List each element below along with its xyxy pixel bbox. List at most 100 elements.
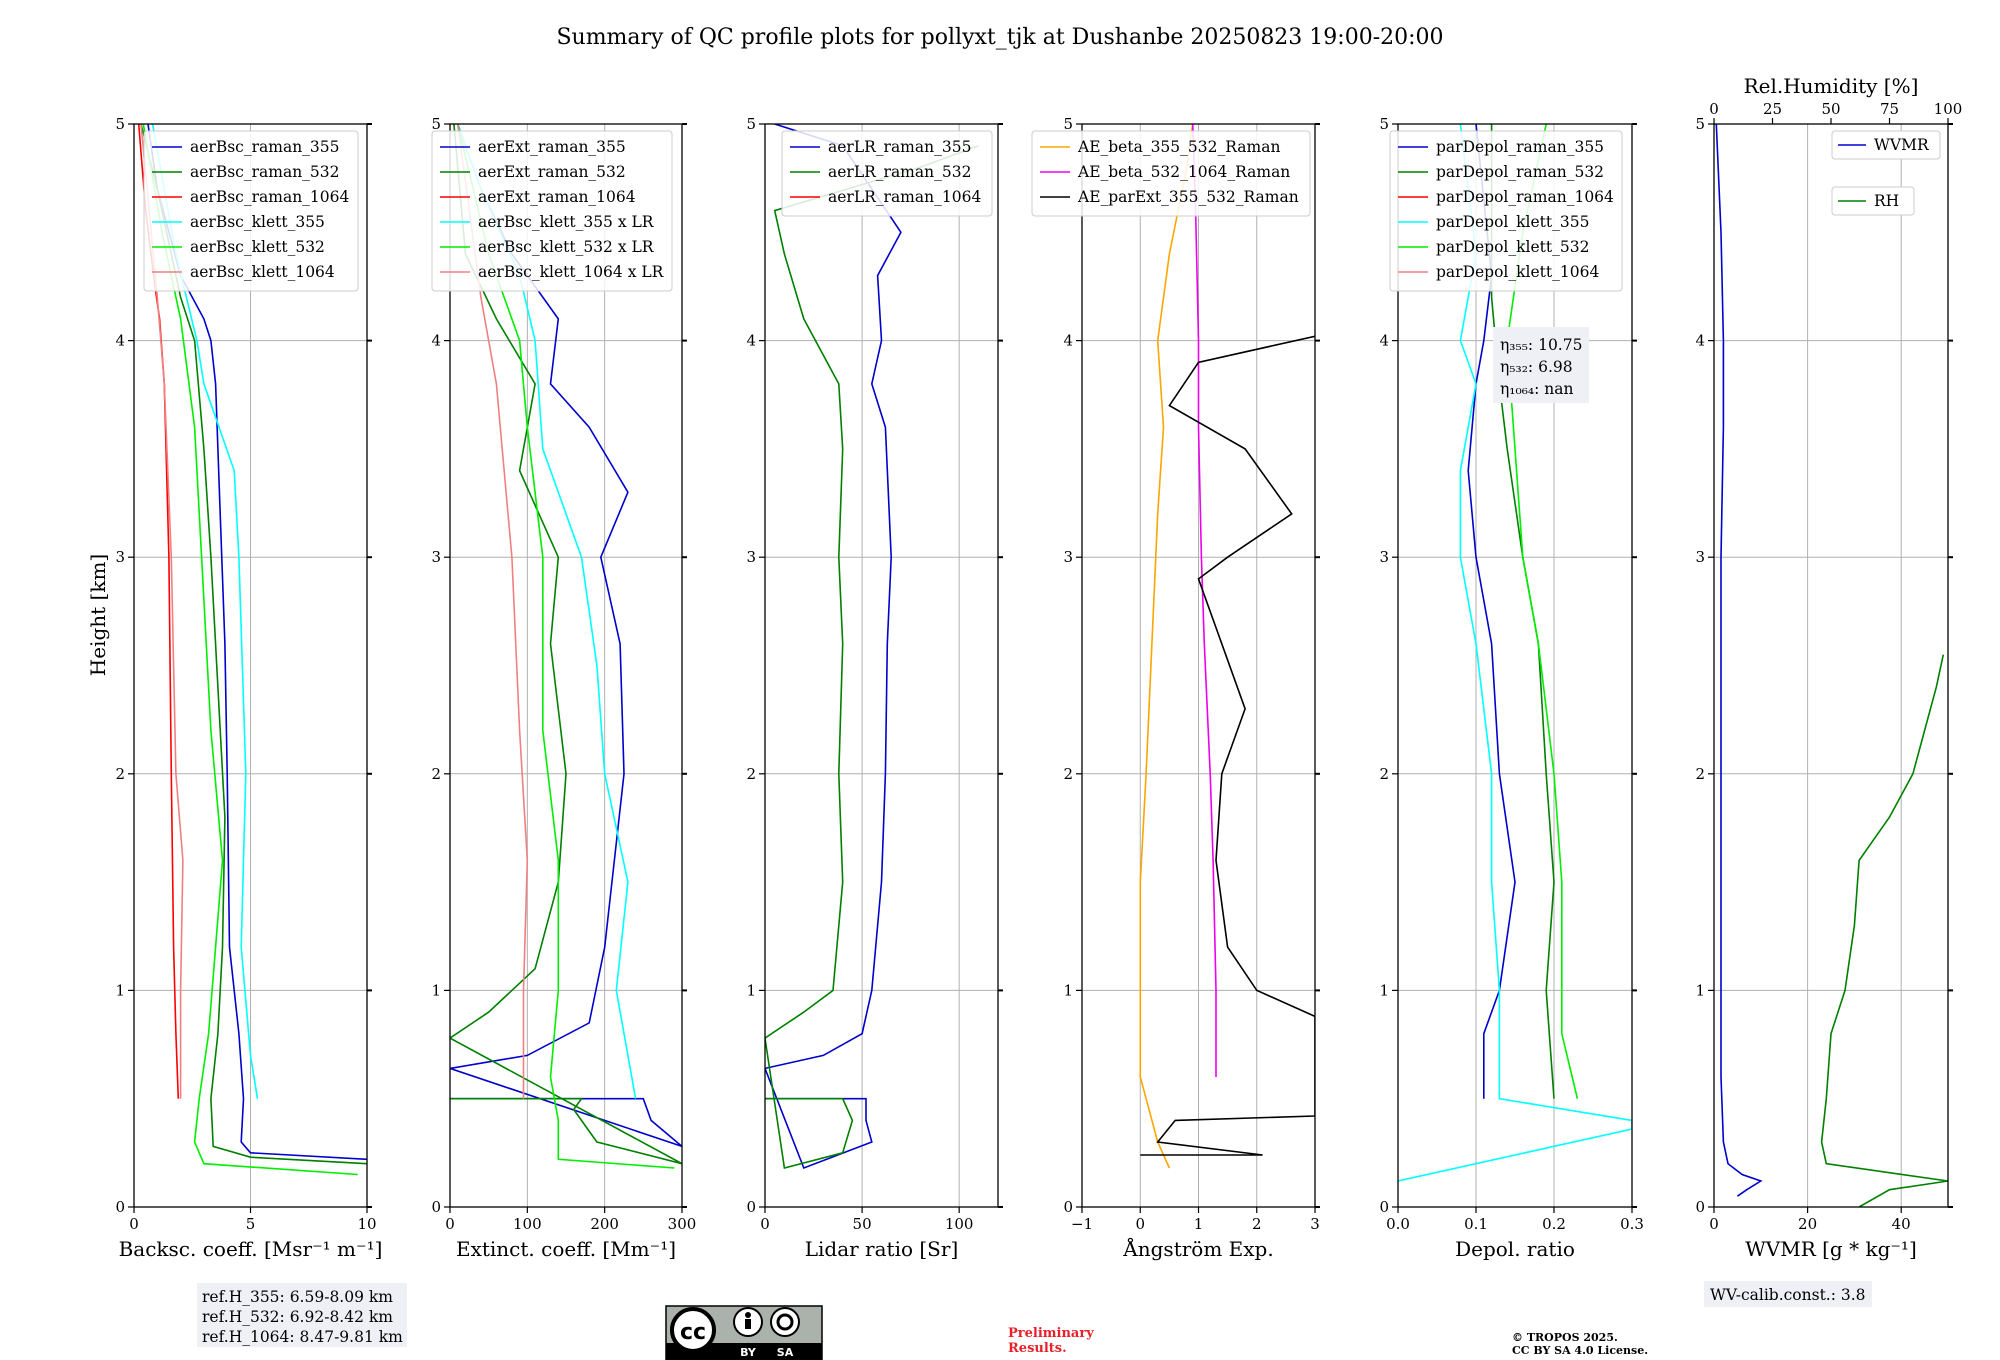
legend-label-bsc-4: aerBsc_klett_532	[190, 238, 325, 256]
x-tick-label-wv-2: 40	[1892, 1215, 1911, 1233]
cc-icon: cc	[680, 1320, 706, 1345]
legend-label-bsc-5: aerBsc_klett_1064	[190, 263, 335, 281]
series-ext-5	[456, 124, 529, 1099]
panel-wv: 0 20 40 0 1 2 3 4 5 WVMR [g * kg⁻¹] 0 25 50 75 100 Rel.…	[1695, 74, 1962, 1261]
series-pdr-0	[1467, 124, 1516, 1099]
legend-label-bsc-0: aerBsc_raman_355	[190, 138, 340, 156]
series-ae-0	[1139, 124, 1194, 1169]
series-wv-1	[1820, 654, 1948, 1207]
cc-license-badge: cc BY SA	[665, 1305, 823, 1360]
y-tick-label-ext-2: 2	[431, 765, 441, 783]
y-tick-label-ext-3: 3	[431, 548, 441, 566]
panel-pdr: 0.0 0.1 0.2 0.3 0 1 2 3 4 5 Depol. ratio parDepol_r…	[1379, 115, 1643, 1261]
legend-bsc: aerBsc_raman_355 aerBsc_raman_532 aerBsc_r…	[143, 130, 359, 292]
legend-label-ext-3: aerBsc_klett_355 x LR	[478, 213, 655, 231]
legend-label-bsc-3: aerBsc_klett_355	[190, 213, 325, 231]
y-tick-label-ae-2: 2	[1063, 765, 1073, 783]
series-bsc-5	[140, 124, 184, 1099]
eta-1064: η₁₀₆₄: nan	[1500, 380, 1574, 398]
legend-wv-2: RH	[1831, 186, 1915, 216]
legend-ext: aerExt_raman_355 aerExt_raman_532 aerExt_r…	[431, 130, 673, 292]
y-tick-label-wv-1: 1	[1695, 981, 1705, 999]
series-ae-2	[1140, 335, 1315, 1156]
top-tick-label-2: 50	[1821, 100, 1840, 118]
legend-label-ext-1: aerExt_raman_532	[478, 163, 626, 181]
y-tick-label-bsc-2: 2	[115, 765, 125, 783]
eta-355: η₃₅₅: 10.75	[1500, 336, 1582, 354]
x-tick-label-ext-3: 300	[668, 1215, 697, 1233]
legend-label-pdr-0: parDepol_raman_355	[1436, 138, 1604, 156]
x-tick-label-bsc-1: 5	[246, 1215, 256, 1233]
y-tick-label-pdr-0: 0	[1379, 1198, 1389, 1216]
copyright-note-2: CC BY SA 4.0 License.	[1512, 1344, 1648, 1357]
x-tick-label-bsc-0: 0	[129, 1215, 139, 1233]
y-tick-label-ext-0: 0	[431, 1198, 441, 1216]
y-tick-label-bsc-1: 1	[115, 981, 125, 999]
series-ae-1	[1191, 124, 1217, 1077]
legend-label-ext-0: aerExt_raman_355	[478, 138, 626, 156]
x-tick-label-ae-0: −1	[1071, 1215, 1093, 1233]
legend-label-bsc-2: aerBsc_raman_1064	[190, 188, 350, 206]
legend-label-wv-1: RH	[1874, 192, 1899, 210]
x-tick-label-wv-0: 0	[1709, 1215, 1719, 1233]
x-axis-label-bsc: Backsc. coeff. [Msr⁻¹ m⁻¹]	[119, 1237, 383, 1261]
y-tick-label-pdr-4: 4	[1379, 332, 1389, 350]
legend-ae: AE_beta_355_532_Raman AE_beta_532_1064_Ra…	[1031, 130, 1311, 217]
y-tick-label-lr-2: 2	[746, 765, 756, 783]
series-bsc-3	[151, 124, 259, 1099]
panel-bsc: 0 5 10 0 1 2 3 4 5 Backsc. coeff. [Msr⁻¹ m⁻¹] aerB…	[115, 115, 382, 1261]
legend-label-lr-2: aerLR_raman_1064	[828, 188, 981, 206]
series-bsc-1	[140, 124, 367, 1165]
legend-label-bsc-1: aerBsc_raman_532	[190, 163, 340, 181]
top-axis-label: Rel.Humidity [%]	[1744, 74, 1919, 98]
legend-label-ae-1: AE_beta_532_1064_Raman	[1077, 163, 1290, 181]
y-axis-label: Height [km]	[86, 554, 110, 676]
panel-lr: 0 50 100 0 1 2 3 4 5 Lidar ratio [Sr] aerLR_raman_…	[746, 115, 1003, 1261]
x-tick-label-ae-1: 0	[1135, 1215, 1145, 1233]
y-tick-label-bsc-5: 5	[115, 115, 125, 133]
x-tick-label-ext-2: 200	[590, 1215, 619, 1233]
preliminary-note-2: Results.	[1008, 1341, 1067, 1356]
ref-h-1064: ref.H_1064: 8.47-9.81 km	[202, 1328, 403, 1346]
legend-label-ext-4: aerBsc_klett_532 x LR	[478, 238, 655, 256]
y-tick-label-wv-0: 0	[1695, 1198, 1705, 1216]
y-tick-label-bsc-4: 4	[115, 332, 125, 350]
y-tick-label-pdr-5: 5	[1379, 115, 1389, 133]
x-axis-label-wv: WVMR [g * kg⁻¹]	[1745, 1237, 1917, 1261]
axes-frame-ext	[449, 123, 683, 1208]
legend-label-ae-0: AE_beta_355_532_Raman	[1077, 138, 1280, 156]
top-tick-label-4: 100	[1934, 100, 1963, 118]
x-axis-label-ext: Extinct. coeff. [Mm⁻¹]	[456, 1237, 676, 1261]
legend-label-pdr-3: parDepol_klett_355	[1436, 213, 1589, 231]
legend-label-lr-0: aerLR_raman_355	[828, 138, 971, 156]
legend-label-wv-0: WVMR	[1874, 136, 1930, 154]
x-tick-label-lr-0: 0	[760, 1215, 770, 1233]
x-tick-label-pdr-2: 0.2	[1542, 1215, 1566, 1233]
x-tick-label-bsc-2: 10	[357, 1215, 376, 1233]
series-lr-0	[765, 124, 902, 1170]
figure-title: Summary of QC profile plots for pollyxt_…	[556, 25, 1443, 50]
legend-wv-1: WVMR	[1831, 130, 1941, 160]
x-tick-label-pdr-0: 0.0	[1386, 1215, 1410, 1233]
ref-h-532: ref.H_532: 6.92-8.42 km	[202, 1308, 393, 1326]
y-tick-label-bsc-3: 3	[115, 548, 125, 566]
y-tick-label-ae-3: 3	[1063, 548, 1073, 566]
x-tick-label-lr-2: 100	[945, 1215, 974, 1233]
eta-532: η₅₃₂: 6.98	[1500, 358, 1573, 376]
x-tick-label-ext-1: 100	[513, 1215, 542, 1233]
y-tick-label-ae-0: 0	[1063, 1198, 1073, 1216]
series-wv-0	[1715, 124, 1763, 1197]
series-lr-1	[765, 144, 979, 1169]
legend-label-ae-2: AE_parExt_355_532_Raman	[1077, 188, 1299, 206]
y-tick-label-lr-4: 4	[746, 332, 756, 350]
panel-ext: 0 100 200 300 0 1 2 3 4 5 Extinct. coeff. [Mm⁻¹] ae…	[431, 115, 696, 1261]
legend-label-lr-1: aerLR_raman_532	[828, 163, 971, 181]
y-tick-label-lr-1: 1	[746, 981, 756, 999]
x-tick-label-wv-1: 20	[1798, 1215, 1817, 1233]
y-tick-label-lr-0: 0	[746, 1198, 756, 1216]
y-tick-label-pdr-2: 2	[1379, 765, 1389, 783]
legend-label-pdr-5: parDepol_klett_1064	[1436, 263, 1599, 281]
y-tick-label-ae-5: 5	[1063, 115, 1073, 133]
